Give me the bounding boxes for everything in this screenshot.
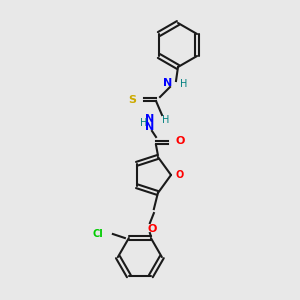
Text: H: H	[162, 115, 169, 125]
Text: N: N	[146, 122, 154, 132]
Text: O: O	[176, 136, 185, 146]
Text: N: N	[163, 78, 172, 88]
Text: N: N	[145, 114, 154, 124]
Text: H: H	[180, 79, 188, 89]
Text: S: S	[128, 95, 136, 105]
Text: O: O	[175, 170, 183, 180]
Text: O: O	[147, 224, 157, 234]
Text: Cl: Cl	[92, 229, 103, 239]
Text: H: H	[140, 118, 148, 128]
